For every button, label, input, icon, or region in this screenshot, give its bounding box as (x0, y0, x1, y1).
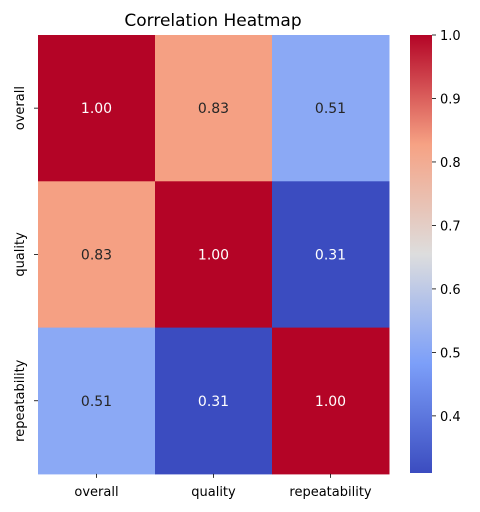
heatmap-cell (38, 181, 156, 329)
heatmap-cell (272, 35, 390, 182)
cell-annotation: 0.83 (198, 101, 229, 117)
y-axis: overall quality repeatability (13, 86, 38, 442)
heatmap-cell (155, 181, 273, 329)
colorbar-tick-label: 0.8 (440, 156, 461, 171)
heatmap-cell (272, 181, 390, 329)
heatmap-cells (38, 35, 390, 475)
cell-annotation: 1.00 (315, 394, 346, 410)
cell-annotations: 1.00 0.83 0.51 0.83 1.00 0.31 0.51 0.31 1.00 (81, 101, 346, 410)
y-tick-label: repeatability (13, 359, 28, 442)
colorbar-tick-label: 0.6 (440, 283, 461, 298)
heatmap-cell (272, 327, 390, 475)
heatmap-cell (38, 327, 156, 475)
colorbar-tick-label: 0.9 (440, 92, 461, 107)
cell-annotation: 0.31 (315, 247, 346, 263)
y-tick-label: quality (13, 232, 28, 277)
colorbar-tick-label: 0.7 (440, 219, 461, 234)
colorbar-gradient (410, 35, 432, 473)
colorbar-tick-label: 0.5 (440, 346, 461, 361)
cell-annotation: 0.83 (81, 247, 112, 263)
cell-annotation: 1.00 (81, 101, 112, 117)
colorbar-tick-label: 1.0 (440, 29, 461, 44)
heatmap-cell (38, 35, 156, 182)
y-tick-label: overall (13, 86, 28, 130)
cell-annotation: 0.51 (81, 394, 112, 410)
cell-annotation: 0.51 (315, 101, 346, 117)
heatmap-cell (155, 35, 273, 182)
colorbar-tick-label: 0.4 (440, 410, 461, 425)
cell-annotation: 0.31 (198, 394, 229, 410)
cell-annotation: 1.00 (198, 247, 229, 263)
x-tick-label: repeatability (289, 485, 372, 500)
x-tick-label: overall (74, 485, 118, 500)
chart-title: Correlation Heatmap (124, 11, 301, 31)
x-tick-label: quality (191, 485, 236, 500)
colorbar: 0.4 0.5 0.6 0.7 0.8 0.9 1.0 (410, 29, 461, 473)
x-axis: overall quality repeatability (74, 473, 372, 500)
heatmap-cell (155, 327, 273, 475)
